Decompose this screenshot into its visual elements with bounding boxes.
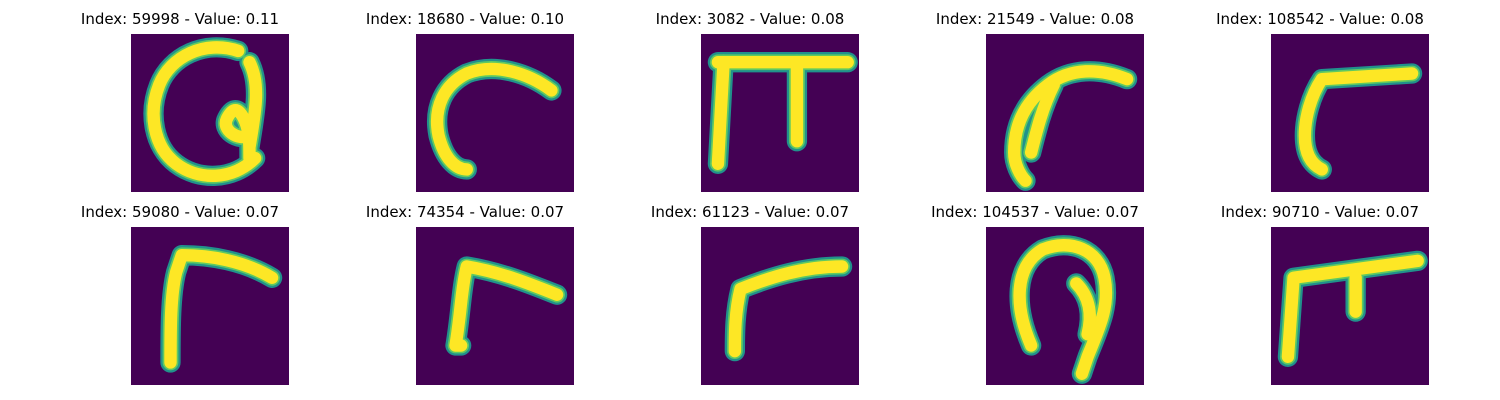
glyph-stroke (431, 62, 558, 176)
digit-image (131, 34, 289, 192)
digit-image (986, 34, 1144, 192)
panel-title: Index: 59998 - Value: 0.11 (80, 10, 280, 28)
glyph-stroke (449, 260, 564, 352)
image-background (1271, 34, 1429, 192)
grid-panel: Index: 90710 - Value: 0.07 (1170, 193, 1470, 385)
image-background (701, 227, 859, 385)
glyph-stroke (1281, 254, 1424, 363)
grid-panel: Index: 74354 - Value: 0.07 (315, 193, 615, 385)
panel-title: Index: 59080 - Value: 0.07 (80, 203, 280, 221)
panel-title: Index: 3082 - Value: 0.08 (655, 10, 845, 28)
glyph-stroke (164, 249, 279, 369)
digit-image (131, 227, 289, 385)
grid-panel: Index: 21549 - Value: 0.08 (885, 0, 1185, 192)
panel-title: Index: 104537 - Value: 0.07 (931, 203, 1139, 221)
panel-title: Index: 18680 - Value: 0.10 (365, 10, 565, 28)
glyph-stroke (1298, 67, 1419, 176)
grid-panel: Index: 18680 - Value: 0.10 (315, 0, 615, 192)
glyph-stroke (1008, 65, 1134, 187)
glyph-stroke (1013, 239, 1113, 380)
panel-title: Index: 21549 - Value: 0.08 (935, 10, 1135, 28)
digit-image (701, 34, 859, 192)
digit-image (701, 227, 859, 385)
grid-panel: Index: 104537 - Value: 0.07 (885, 193, 1185, 385)
panel-title: Index: 108542 - Value: 0.08 (1216, 10, 1424, 28)
digit-image (416, 227, 574, 385)
grid-panel: Index: 59080 - Value: 0.07 (30, 193, 330, 385)
digit-image (1271, 34, 1429, 192)
glyph-stroke (1070, 277, 1096, 341)
panel-title: Index: 61123 - Value: 0.07 (650, 203, 850, 221)
image-background (416, 227, 574, 385)
grid-panel: Index: 59998 - Value: 0.11 (30, 0, 330, 192)
digit-image (416, 34, 574, 192)
digit-image (1271, 227, 1429, 385)
glyph-stroke (1024, 78, 1060, 159)
grid-panel: Index: 61123 - Value: 0.07 (600, 193, 900, 385)
glyph-stroke (711, 56, 730, 170)
glyph-stroke (147, 41, 263, 182)
grid-panel: Index: 108542 - Value: 0.08 (1170, 0, 1470, 192)
grid-panel: Index: 3082 - Value: 0.08 (600, 0, 900, 192)
panel-title: Index: 90710 - Value: 0.07 (1220, 203, 1420, 221)
digit-image (986, 227, 1144, 385)
panel-title: Index: 74354 - Value: 0.07 (365, 203, 565, 221)
glyph-stroke (728, 260, 849, 358)
